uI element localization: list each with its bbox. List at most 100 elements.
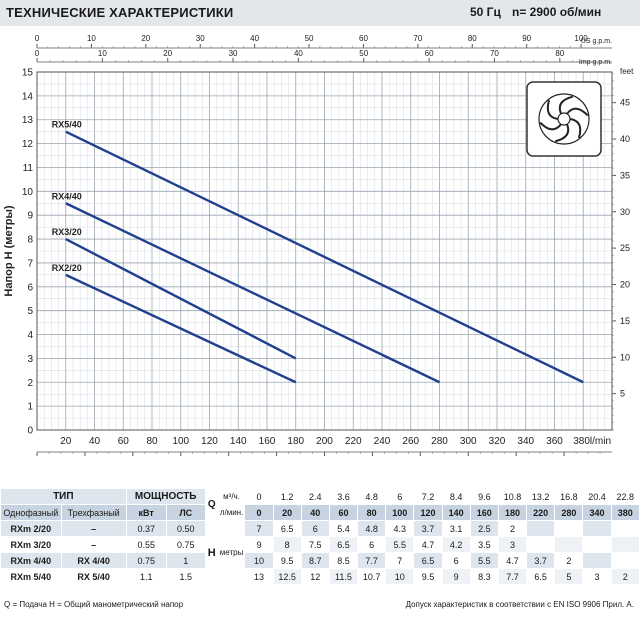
us-gpm-tick-label: 70 (413, 34, 422, 43)
three-phase-model: RX 5/40 (60, 568, 127, 585)
feet-tick-label: 30 (620, 207, 630, 217)
q-lmin-cell: 20 (272, 504, 302, 521)
y-tick-label: 3 (27, 354, 33, 365)
head-value-cell: 8 (272, 536, 302, 553)
head-value-cell: 2 (497, 520, 528, 537)
y-tick-label: 2 (27, 378, 33, 389)
imp-gpm-tick-label: 40 (294, 49, 303, 58)
x-tick-label: 360 (546, 436, 563, 447)
us-gpm-tick-label: 50 (305, 34, 314, 43)
head-value-cell: 9.5 (413, 568, 443, 585)
imp-gpm-tick-label: 20 (163, 49, 172, 58)
q-m3h-cell: 7.2 (413, 488, 443, 505)
feet-tick-label: 35 (620, 170, 630, 180)
power-hp: 1 (165, 552, 206, 569)
x-tick-label: 100 (172, 436, 189, 447)
head-value-cell: 3 (497, 536, 528, 553)
q-lmin-cell: 340 (582, 504, 612, 521)
q-label: Q (204, 488, 219, 521)
head-value-cell: 9 (441, 568, 471, 585)
head-value-cell: 3.7 (413, 520, 443, 537)
head-value-cell: 8.3 (469, 568, 499, 585)
q-unit-lmin: л/мин. (217, 504, 246, 521)
head-value-cell (582, 536, 612, 553)
q-m3h-cell: 20.4 (582, 488, 612, 505)
frequency-label: 50 Гц (470, 5, 501, 19)
table-row: RXm 3/20–0.55 0.75 9 8 7.5 6.5 6 5.5 4.7 4.2 3.5 3 (0, 536, 640, 553)
head-value-cell: 8.7 (300, 552, 330, 569)
head-value-cell: 7.7 (497, 568, 528, 585)
table-row: RXm 5/40 RX 5/40 1.1 1.5 13 12.5 12 11.5 10.7 10 9… (0, 568, 640, 585)
head-value-cell: 6 (357, 536, 387, 553)
head-value-cell: 11.5 (328, 568, 359, 585)
x-tick-label: 80 (146, 436, 158, 447)
imp-gpm-tick-label: 50 (359, 49, 368, 58)
y-tick-label: 13 (22, 115, 34, 126)
head-value-cell: 9.5 (272, 552, 302, 569)
head-value-cell: 6 (441, 552, 471, 569)
x-tick-label: 160 (259, 436, 276, 447)
page-title: ТЕХНИЧЕСКИЕ ХАРАКТЕРИСТИКИ (6, 5, 234, 20)
feet-tick-label: 15 (620, 316, 630, 326)
head-value-cell: 4.2 (441, 536, 471, 553)
q-lmin-cell: 180 (497, 504, 528, 521)
q-lmin-cell: 140 (441, 504, 471, 521)
power-kw: 1.1 (125, 568, 167, 585)
us-gpm-tick-label: 60 (359, 34, 368, 43)
head-value-cell: 12 (300, 568, 330, 585)
q-lmin-cell: 160 (469, 504, 499, 521)
q-lmin-cell: 280 (554, 504, 584, 521)
q-lmin-cell: 100 (385, 504, 415, 521)
three-phase-model: – (60, 520, 127, 537)
impeller-vane (566, 107, 589, 117)
imp-gpm-tick-label: 70 (490, 49, 499, 58)
y-tick-label: 14 (22, 91, 34, 102)
us-gpm-tick-label: 100 (574, 34, 588, 43)
single-phase-model: RXm 5/40 (0, 568, 62, 585)
series-line (65, 202, 441, 384)
power-hp: 0.50 (165, 520, 206, 537)
q-lmin-cell: 80 (357, 504, 387, 521)
head-value-cell: 4.7 (497, 552, 528, 569)
x-tick-label: 260 (402, 436, 419, 447)
hp-header: ЛС (165, 504, 206, 521)
head-value-cell (610, 520, 640, 537)
x-tick-label: 300 (460, 436, 477, 447)
power-kw: 0.55 (125, 536, 167, 553)
q-unit-m3h: м³/ч. (217, 488, 246, 505)
us-gpm-tick-label: 80 (468, 34, 477, 43)
footer-legend: Q = Подача H = Общий манометрический нап… (4, 600, 184, 609)
q-lmin-cell: 40 (300, 504, 330, 521)
q-lmin-cell: 220 (526, 504, 556, 521)
us-gpm-tick-label: 90 (522, 34, 531, 43)
single-phase-model: RXm 3/20 (0, 536, 62, 553)
x-tick-label: 60 (118, 436, 130, 447)
head-value-cell: 7.7 (357, 552, 387, 569)
q-m3h-cell: 9.6 (469, 488, 499, 505)
head-value-cell: 4.3 (385, 520, 415, 537)
h-unit: метры (217, 520, 246, 585)
x-tick-label: 280 (431, 436, 448, 447)
feet-tick-label: 20 (620, 280, 630, 290)
three-phase-model: – (60, 536, 127, 553)
imp-gpm-tick-label: 80 (555, 49, 564, 58)
impeller-hub (557, 112, 571, 126)
head-value-cell: 10 (385, 568, 415, 585)
x-tick-label: 340 (517, 436, 534, 447)
y-tick-label: 11 (23, 163, 34, 174)
head-value-cell: 6.5 (526, 568, 556, 585)
head-value-cell: 5.5 (385, 536, 415, 553)
impeller-vane (539, 121, 562, 131)
head-value-cell: 7 (244, 520, 274, 537)
feet-tick-label: 40 (620, 134, 630, 144)
x-tick-label: 180 (287, 436, 304, 447)
q-m3h-cell: 4.8 (357, 488, 387, 505)
power-hp: 0.75 (165, 536, 206, 553)
head-value-cell: 3.7 (526, 552, 556, 569)
y-tick-label: 6 (27, 282, 33, 293)
spec-table: ТИП МОЩНОСТЬ Q м³/ч. 0 1.2 2.4 3.6 4.8 6… (0, 488, 640, 585)
x-tick-label: 220 (345, 436, 362, 447)
feet-tick-label: 45 (620, 98, 630, 108)
head-value-cell (610, 552, 640, 569)
head-value-cell: 3 (582, 568, 612, 585)
